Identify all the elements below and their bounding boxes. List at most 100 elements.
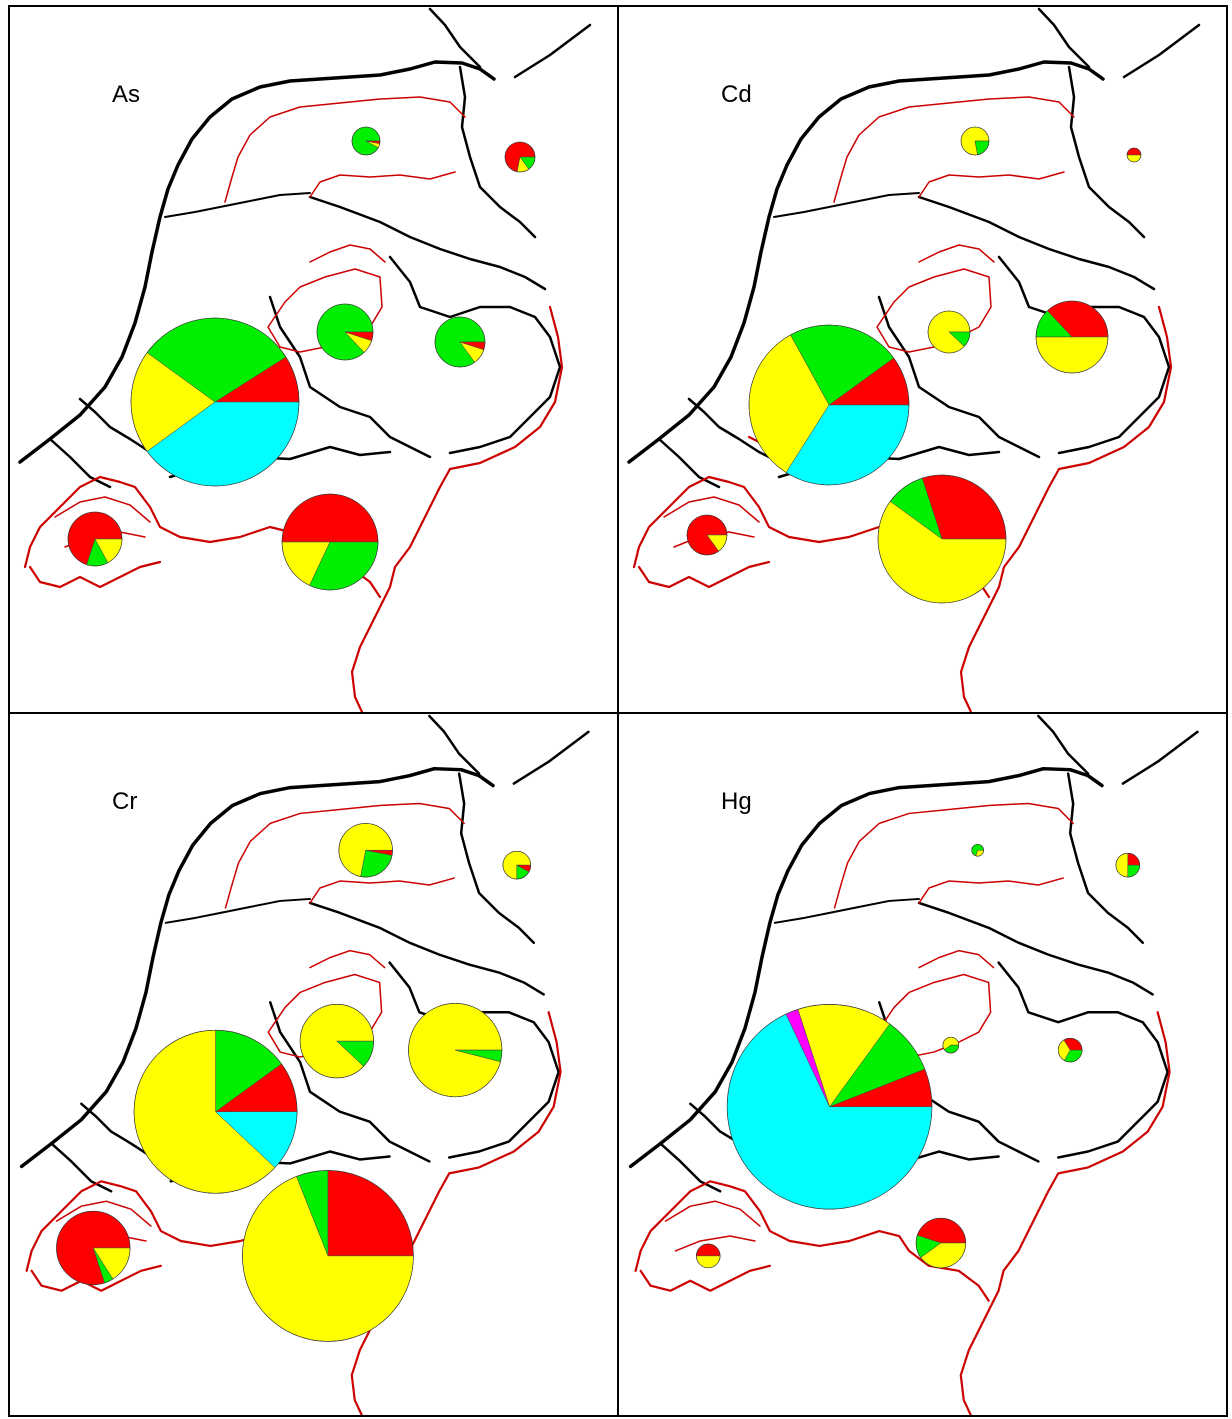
province-border: [917, 195, 1156, 291]
pie-outline: [351, 126, 381, 156]
pie-outline: [695, 1243, 721, 1269]
pie-chart-brabant: [242, 1170, 414, 1342]
panel-label: As: [112, 81, 141, 108]
pie-slice-yellow: [696, 1255, 721, 1269]
pie-slice-yellow: [1115, 852, 1129, 878]
pie-chart-overijssel: [434, 316, 486, 368]
pie-chart-friesland: [338, 823, 393, 878]
pie-chart-overijssel: [408, 1003, 503, 1098]
pie-outline: [1035, 300, 1109, 374]
pie-chart-brabant: [877, 474, 1007, 604]
pie-outline: [299, 1004, 374, 1079]
pie-chart-overijssel: [1057, 1037, 1083, 1063]
pie-slice-yellow: [1035, 336, 1109, 374]
coastline: [19, 766, 495, 1169]
pie-outline: [502, 850, 532, 880]
pie-outline: [1057, 1037, 1083, 1063]
pie-outline: [927, 310, 971, 354]
pie-chart-brabant: [281, 493, 379, 591]
pie-chart-groningen: [502, 850, 532, 880]
province-border: [164, 192, 311, 218]
province-border: [458, 65, 537, 239]
pie-chart-zeeland: [686, 514, 728, 556]
map-svg: [627, 7, 1201, 712]
province-border: [1066, 772, 1144, 944]
water-body-outline: [663, 96, 1075, 548]
province-border: [997, 961, 1169, 1159]
pie-outline: [242, 1170, 414, 1342]
pie-chart-zeeland: [56, 1210, 131, 1286]
map-svg: [19, 714, 590, 1415]
pie-outline: [56, 1210, 131, 1286]
panel-label: Cd: [721, 81, 752, 108]
map-svg: [628, 714, 1199, 1415]
pie-chart-overijssel: [1035, 300, 1109, 374]
pie-outline: [726, 1004, 933, 1210]
north-east-border: [428, 714, 590, 785]
pie-slice-red: [696, 1243, 721, 1257]
pie-chart-zeeland: [67, 511, 123, 567]
pie-chart-friesland: [351, 126, 381, 156]
pie-outline: [748, 324, 910, 486]
panel-as: As: [10, 7, 617, 712]
cell-border-bottom-right: [617, 712, 1228, 1417]
pie-outline: [316, 303, 374, 361]
panel-cd: Cd: [619, 7, 1226, 712]
coastline: [628, 766, 1104, 1169]
pie-outline: [960, 126, 990, 156]
pie-chart-groningen: [1115, 852, 1141, 878]
coastline: [18, 60, 496, 464]
pie-slice-yellow: [1126, 154, 1142, 163]
water-body-outline: [55, 802, 465, 1252]
pie-outline: [504, 141, 536, 173]
pie-chart-rijnmond: [748, 324, 910, 486]
north-east-border: [1037, 714, 1199, 785]
province-border: [269, 1001, 431, 1163]
pie-outline: [408, 1003, 503, 1098]
pie-chart-flevoland: [942, 1036, 960, 1054]
province-border: [773, 192, 920, 218]
pie-chart-zeeland: [695, 1243, 721, 1269]
pie-chart-groningen: [504, 141, 536, 173]
pie-chart-brabant: [915, 1217, 967, 1269]
pie-outline: [67, 511, 123, 567]
coastline: [627, 60, 1105, 464]
pie-outline: [877, 474, 1007, 604]
pie-chart-rijnmond: [130, 317, 300, 487]
pie-chart-flevoland: [299, 1004, 374, 1079]
pie-chart-rijnmond: [133, 1029, 298, 1194]
panel-label: Hg: [721, 788, 752, 815]
water-body-outline: [664, 802, 1074, 1252]
province-border: [1067, 65, 1146, 239]
province-border: [308, 195, 547, 291]
province-border: [917, 901, 1154, 996]
map-svg: [18, 7, 592, 712]
north-east-border: [428, 7, 592, 79]
pie-outline: [130, 317, 300, 487]
pie-outline: [971, 843, 984, 857]
province-border: [388, 255, 562, 455]
pie-slice-red: [281, 493, 379, 543]
pie-chart-friesland: [971, 843, 984, 857]
pie-outline: [915, 1217, 967, 1269]
panel-hg: Hg: [619, 714, 1226, 1415]
province-border: [164, 897, 312, 924]
pie-outline: [1115, 852, 1141, 878]
national-border: [23, 305, 564, 712]
pie-chart-flevoland: [316, 303, 374, 361]
pie-chart-rijnmond: [726, 1004, 933, 1210]
north-east-border: [1037, 7, 1201, 79]
province-border: [308, 901, 545, 996]
water-body-outline: [54, 96, 466, 548]
panel-label: Cr: [112, 788, 138, 815]
pie-slice-red: [1126, 147, 1142, 156]
province-border: [388, 961, 560, 1159]
province-border: [268, 295, 432, 459]
pie-outline: [942, 1036, 960, 1054]
province-border: [457, 772, 535, 944]
pie-outline: [281, 493, 379, 591]
pie-outline: [133, 1029, 298, 1194]
pie-chart-friesland: [960, 126, 990, 156]
pie-chart-flevoland: [927, 310, 971, 354]
